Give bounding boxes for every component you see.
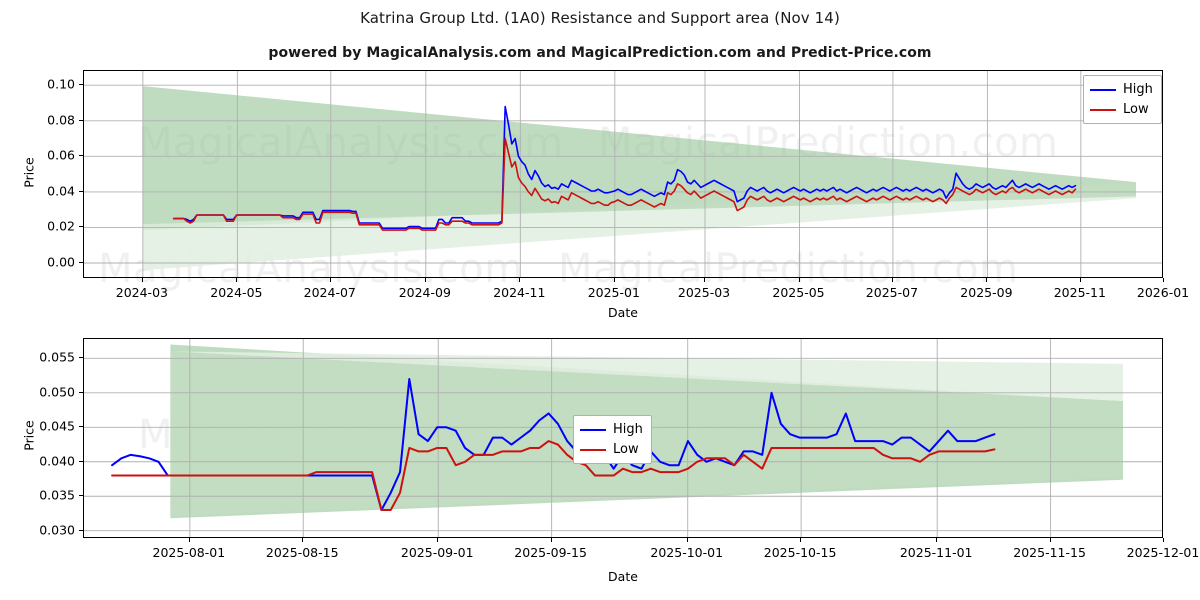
x-axis-tick-label: 2025-08-01 xyxy=(152,545,226,560)
legend-label-low-2: Low xyxy=(613,442,639,457)
x-axis-tick-mark xyxy=(1163,538,1164,542)
x-axis-tick-label: 2025-10-01 xyxy=(650,545,724,560)
x-axis-tick-label: 2026-01 xyxy=(1136,285,1190,300)
x-axis-tick-mark xyxy=(329,278,331,282)
x-axis-tick-mark xyxy=(613,278,615,282)
y-axis-tick-label: 0.030 xyxy=(39,522,75,538)
x-axis-tick-label: 2025-09-01 xyxy=(400,545,474,560)
x-axis-tick-label: 2025-01 xyxy=(587,285,640,300)
y-axis-tick-label: 0.00 xyxy=(47,254,75,270)
x-axis-tick-label: 2024-03 xyxy=(115,285,168,300)
y-axis-tick-label: 0.08 xyxy=(47,112,75,128)
y-axis-tick-label: 0.045 xyxy=(39,418,75,434)
y-axis-tick-mark xyxy=(79,190,83,192)
x-axis-tick-label: 2024-11 xyxy=(493,285,546,300)
x-axis-tick-mark xyxy=(686,538,688,542)
legend-item-low-2: Low xyxy=(580,441,643,458)
legend-swatch-low xyxy=(1090,108,1116,111)
y-axis-tick-mark xyxy=(79,426,83,428)
x-axis-tick-label: 2025-09-15 xyxy=(514,545,587,560)
y-axis-tick-mark xyxy=(79,495,83,497)
figure-title: Katrina Group Ltd. (1A0) Resistance and … xyxy=(360,9,840,27)
x-axis-tick-label: 2025-08-15 xyxy=(265,545,339,560)
series-line-low xyxy=(172,137,1077,231)
band-overlap-region xyxy=(142,183,1136,231)
x-axis-tick-mark xyxy=(519,278,521,282)
y-axis-tick-mark xyxy=(79,262,83,263)
y-axis-tick-label: 0.040 xyxy=(39,453,75,469)
x-axis-tick-mark xyxy=(302,538,304,542)
y-axis-tick-mark xyxy=(79,357,83,359)
x-axis-tick-label: 2025-11-15 xyxy=(1013,545,1086,560)
y-axis-tick-label: 0.050 xyxy=(39,384,75,400)
x-axis-tick-label: 2025-12-01 xyxy=(1126,545,1200,560)
x-axis-tick-label: 2024-09 xyxy=(398,285,451,300)
top-chart-legend: High Low xyxy=(1083,75,1162,124)
y-axis-tick-mark xyxy=(79,391,83,393)
x-axis-tick-mark xyxy=(550,538,552,542)
y-axis-tick-mark xyxy=(79,84,83,86)
x-axis-tick-label: 2025-03 xyxy=(677,285,731,300)
x-axis-tick-label: 2025-05 xyxy=(772,285,825,300)
x-axis-tick-mark xyxy=(236,278,238,282)
x-axis-tick-mark xyxy=(798,278,800,282)
legend-item-low: Low xyxy=(1090,101,1153,118)
y-axis-tick-mark xyxy=(79,119,83,121)
x-axis-tick-mark xyxy=(891,278,893,282)
y-axis-tick-label: 0.055 xyxy=(39,349,75,365)
x-axis-tick-label: 2025-07 xyxy=(865,285,919,300)
y-axis-tick-label: 0.02 xyxy=(47,218,75,234)
series-line-high xyxy=(172,105,1077,230)
figure-subtitle: powered by MagicalAnalysis.com and Magic… xyxy=(268,45,932,61)
x-axis-tick-mark xyxy=(437,538,439,542)
y-axis-tick-label: 0.04 xyxy=(47,183,75,199)
legend-label-high-2: High xyxy=(613,422,643,437)
y-axis-tick-label: 0.06 xyxy=(47,147,75,163)
x-axis-tick-mark xyxy=(1163,278,1164,282)
y-axis-tick-mark xyxy=(79,155,83,157)
legend-item-high: High xyxy=(1090,81,1153,98)
x-axis-tick-mark xyxy=(1079,278,1081,282)
top-chart-plot xyxy=(84,71,1162,277)
x-axis-tick-mark xyxy=(188,538,190,542)
x-axis-tick-label: 2025-11 xyxy=(1053,285,1106,300)
x-axis-tick-mark xyxy=(936,538,938,542)
x-axis-tick-mark xyxy=(1049,538,1051,542)
y-axis-tick-mark xyxy=(79,529,83,531)
x-axis-tick-mark xyxy=(800,538,802,542)
bottom-chart-xlabel: Date xyxy=(608,569,638,584)
legend-swatch-high-2 xyxy=(580,428,606,431)
legend-swatch-high xyxy=(1090,88,1116,91)
x-axis-tick-mark xyxy=(424,278,426,282)
bottom-chart-legend: High Low xyxy=(573,415,652,464)
y-axis-tick-mark xyxy=(79,226,83,228)
y-axis-tick-label: 0.035 xyxy=(39,487,75,503)
legend-label-high: High xyxy=(1123,82,1153,97)
y-axis-tick-mark xyxy=(79,460,83,462)
x-axis-tick-label: 2024-07 xyxy=(303,285,356,300)
y-axis-tick-label: 0.10 xyxy=(47,76,75,92)
x-axis-tick-mark xyxy=(141,278,143,282)
series-line-low xyxy=(111,440,996,512)
legend-item-high-2: High xyxy=(580,421,643,438)
x-axis-tick-label: 2025-09 xyxy=(960,285,1013,300)
x-axis-tick-label: 2025-11-01 xyxy=(899,545,973,560)
legend-swatch-low-2 xyxy=(580,448,606,451)
top-chart-xlabel: Date xyxy=(608,305,638,320)
legend-label-low: Low xyxy=(1123,102,1149,117)
x-axis-tick-mark xyxy=(986,278,988,282)
x-axis-tick-label: 2025-10-15 xyxy=(763,545,837,560)
x-axis-tick-label: 2024-05 xyxy=(210,285,263,300)
x-axis-tick-mark xyxy=(704,278,705,282)
top-chart-axes xyxy=(83,70,1163,278)
